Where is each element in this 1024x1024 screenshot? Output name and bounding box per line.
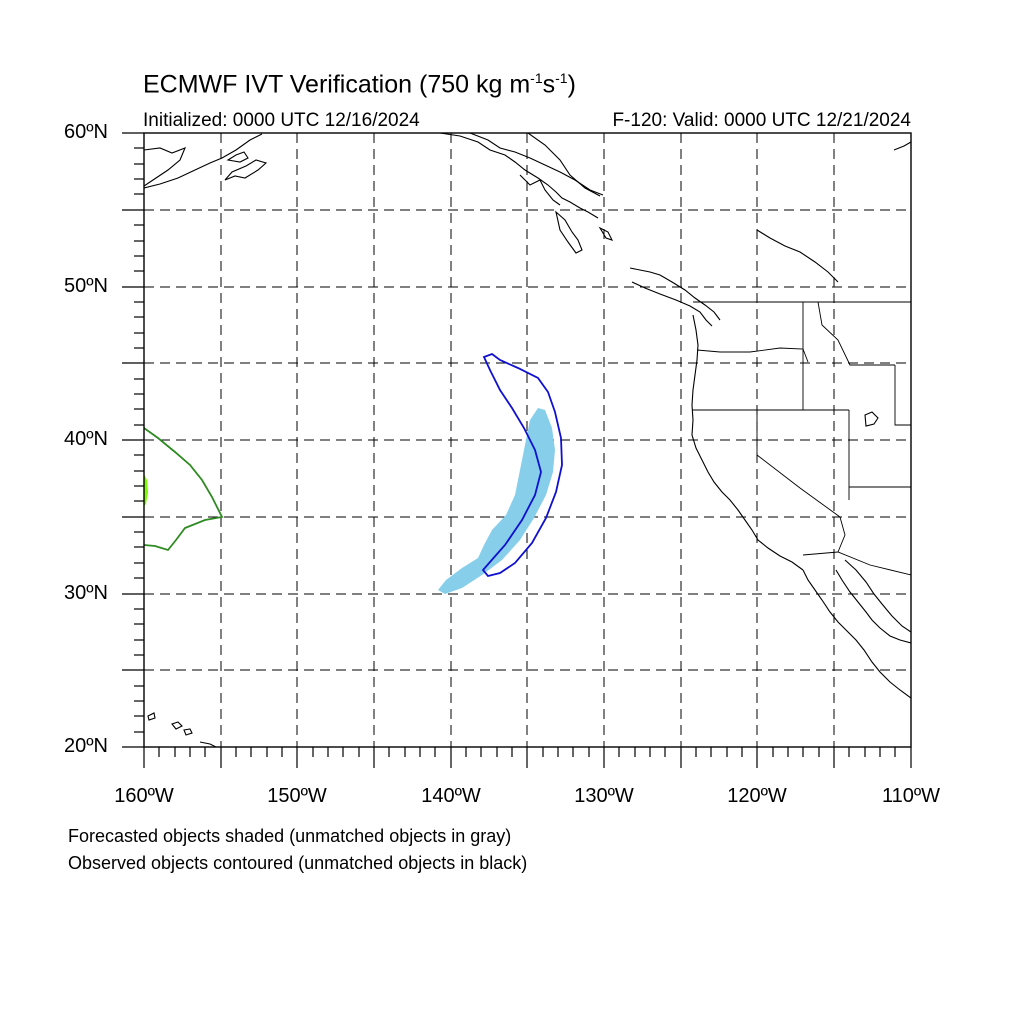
forecast-object-matched (438, 408, 555, 594)
forecast-note: Forecasted objects shaded (unmatched obj… (68, 826, 512, 846)
observed-object-matched (481, 352, 563, 578)
lat-label-20n: 20ºN (64, 735, 108, 757)
state-boundaries (692, 301, 911, 576)
lon-label-130w: 130ºW (574, 785, 634, 807)
lat-label-60n: 60ºN (64, 121, 108, 143)
lat-label-50n: 50ºN (64, 275, 108, 297)
lat-label-30n: 30ºN (64, 582, 108, 604)
lon-label-160w: 160ºW (114, 785, 174, 807)
valid-time: F-120: Valid: 0000 UTC 12/21/2024 (612, 110, 911, 131)
coastline (144, 133, 911, 747)
lon-label-150w: 150ºW (267, 785, 327, 807)
lon-label-140w: 140ºW (421, 785, 481, 807)
axis-ticks (122, 132, 912, 768)
observed-object-other (144, 427, 224, 552)
lat-label-40n: 40ºN (64, 428, 108, 450)
lon-label-110w: 110ºW (881, 785, 941, 807)
observed-note: Observed objects contoured (unmatched ob… (68, 853, 528, 873)
lon-label-120w: 120ºW (727, 785, 787, 807)
initialized-time: Initialized: 0000 UTC 12/16/2024 (143, 110, 420, 131)
chart-title: ECMWF IVT Verification (750 kg m-1s-1) (143, 70, 576, 99)
forecast-object-other (144, 474, 148, 506)
